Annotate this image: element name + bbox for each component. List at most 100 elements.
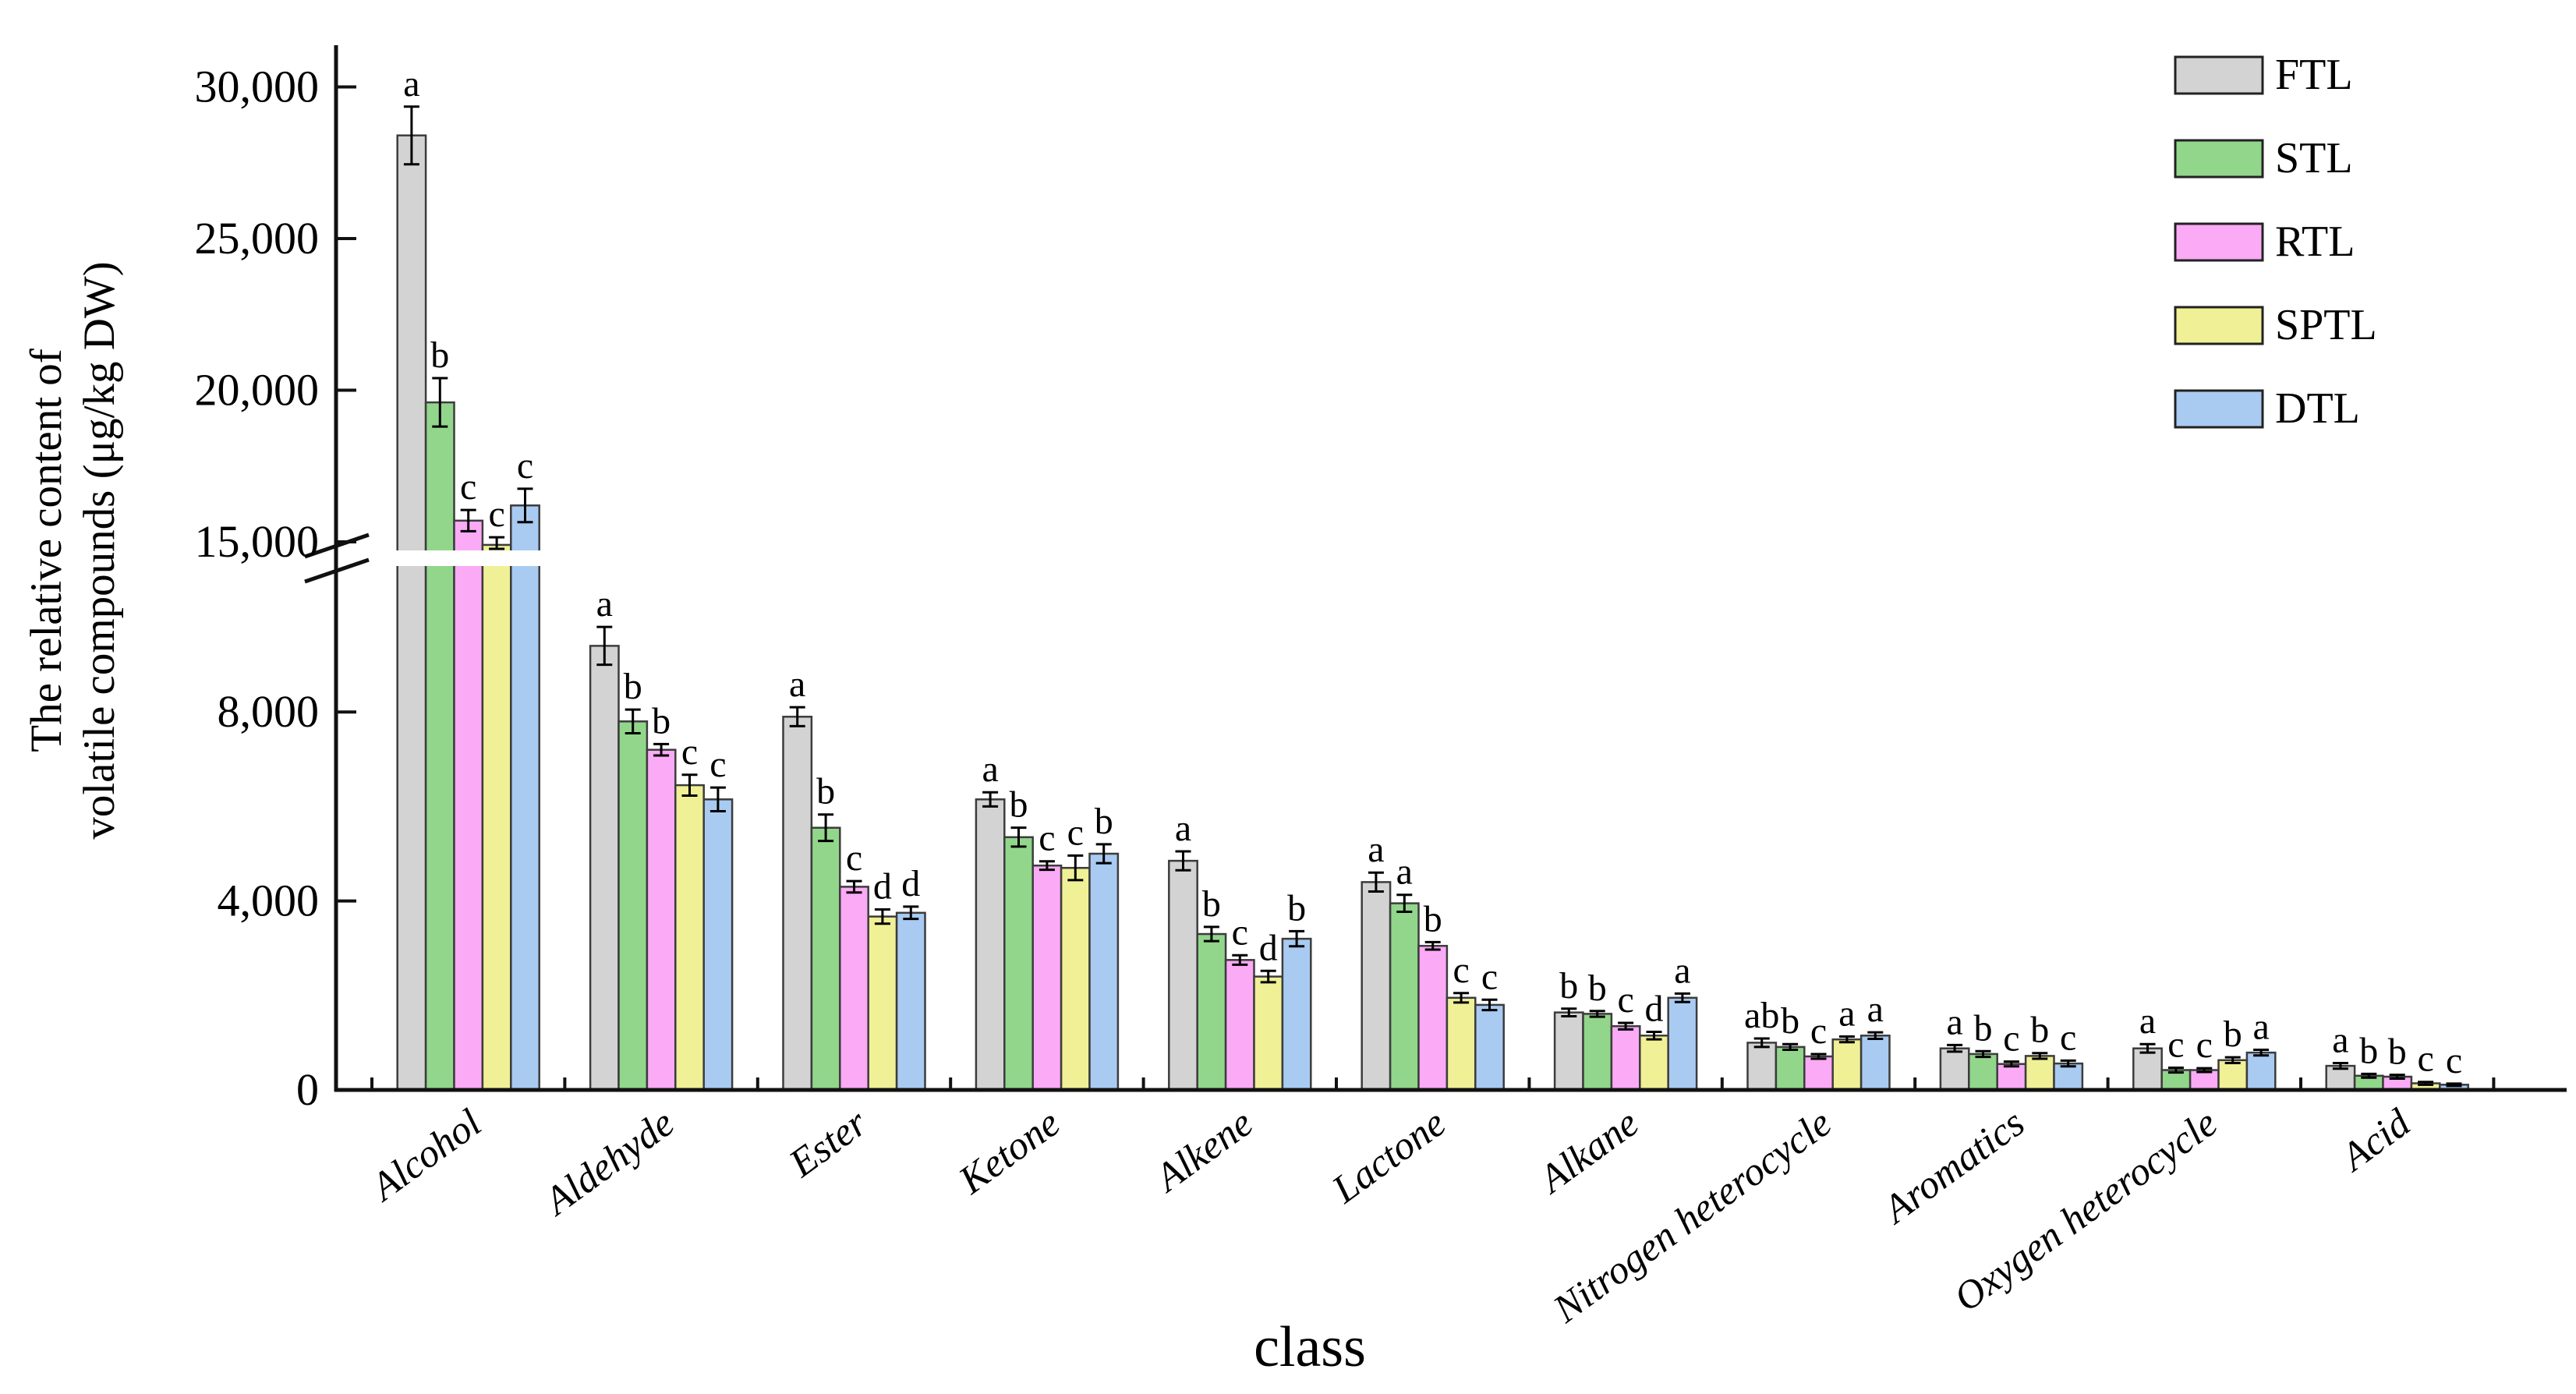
- sig-letter-DTL-ester: d: [901, 863, 920, 904]
- error-bar-RTL-acid: [2389, 1074, 2405, 1080]
- sig-letter-FTL-aromatics: a: [1946, 1001, 1962, 1042]
- bar-STL-ester: [810, 826, 841, 1091]
- bar-FTL-aromatics: [1939, 1047, 1970, 1091]
- bar-SPTL-oxygen-heterocycle: [2217, 1059, 2249, 1091]
- error-bar-SPTL-aromatics: [2032, 1052, 2048, 1060]
- sig-letter-DTL-lactone: c: [1481, 956, 1498, 997]
- bar-SPTL-aldehyde: [674, 784, 705, 1091]
- bar-DTL-alkane: [1667, 996, 1698, 1091]
- x-category-label-lactone: Lactone: [1324, 1101, 1454, 1212]
- bar-SPTL-nitrogen-heterocycle: [1831, 1038, 1863, 1091]
- bar-SPTL-ketone: [1060, 866, 1091, 1091]
- x-category-label-alkane: Alkane: [1530, 1101, 1647, 1202]
- error-bar-DTL-alkane: [1674, 992, 1690, 1003]
- bar-SPTL-alcohol: [481, 543, 512, 1091]
- bar-SPTL-alkene: [1253, 975, 1284, 1091]
- error-bar-DTL-alcohol: [517, 487, 533, 524]
- error-bar-SPTL-aldehyde: [681, 773, 698, 797]
- error-bar-RTL-aldehyde: [653, 742, 670, 757]
- error-bar-DTL-alkene: [1289, 929, 1305, 948]
- error-bar-SPTL-acid: [2418, 1081, 2434, 1086]
- bar-FTL-nitrogen-heterocycle: [1746, 1042, 1778, 1091]
- error-bar-RTL-oxygen-heterocycle: [2196, 1067, 2213, 1074]
- sig-letter-SPTL-oxygen-heterocycle: b: [2224, 1014, 2242, 1055]
- error-bar-STL-oxygen-heterocycle: [2167, 1067, 2184, 1074]
- sig-letter-STL-alkene: b: [1202, 883, 1221, 925]
- sig-letter-FTL-nitrogen-heterocycle: ab: [1744, 995, 1779, 1036]
- sig-letter-STL-aromatics: b: [1974, 1007, 1993, 1049]
- bar-STL-lactone: [1389, 902, 1420, 1091]
- sig-letter-STL-lactone: a: [1396, 851, 1413, 893]
- error-bar-SPTL-nitrogen-heterocycle: [1838, 1035, 1855, 1044]
- bar-SPTL-aromatics: [2024, 1055, 2055, 1091]
- sig-letter-SPTL-lactone: c: [1453, 950, 1469, 991]
- sig-letter-RTL-oxygen-heterocycle: c: [2196, 1024, 2213, 1066]
- sig-letter-DTL-nitrogen-heterocycle: a: [1867, 989, 1884, 1030]
- bar-SPTL-ester: [867, 915, 898, 1091]
- sig-letter-SPTL-aldehyde: c: [681, 731, 698, 773]
- sig-letter-DTL-ketone: b: [1095, 801, 1113, 842]
- legend-label-STL: STL: [2275, 134, 2353, 182]
- sig-letter-FTL-oxygen-heterocycle: a: [2139, 1000, 2156, 1042]
- bar-STL-alcohol: [424, 401, 455, 1091]
- y-tick-label-25000: 25,000: [195, 213, 320, 264]
- y-axis-title-line1: The relative content of: [22, 348, 71, 752]
- y-tick-label-4000: 4,000: [218, 876, 320, 926]
- y-axis-title-line2: volatile compounds (μg/kg DW): [75, 261, 124, 839]
- error-bar-STL-lactone: [1396, 893, 1413, 914]
- sig-letter-RTL-lactone: b: [1424, 898, 1442, 939]
- bar-STL-alkane: [1582, 1013, 1613, 1091]
- error-bar-FTL-alkane: [1561, 1007, 1577, 1017]
- legend-swatch-RTL: [2174, 222, 2264, 262]
- bar-FTL-lactone: [1361, 881, 1392, 1091]
- bar-DTL-aldehyde: [702, 798, 734, 1091]
- bar-DTL-nitrogen-heterocycle: [1859, 1035, 1891, 1091]
- error-bar-RTL-alkane: [1618, 1021, 1634, 1031]
- sig-letter-DTL-alkene: b: [1287, 887, 1306, 929]
- bar-FTL-oxygen-heterocycle: [2132, 1047, 2163, 1091]
- error-bar-STL-alkene: [1203, 925, 1219, 943]
- error-bar-FTL-oxygen-heterocycle: [2139, 1042, 2156, 1054]
- sig-letter-DTL-aldehyde: c: [709, 744, 726, 785]
- legend-label-SPTL: SPTL: [2275, 301, 2377, 349]
- error-bar-DTL-aldehyde: [709, 786, 726, 812]
- error-bar-SPTL-alcohol: [489, 536, 505, 550]
- sig-letter-STL-oxygen-heterocycle: c: [2167, 1024, 2184, 1066]
- sig-letter-STL-alkane: b: [1588, 968, 1607, 1009]
- bar-FTL-aldehyde: [589, 645, 620, 1091]
- error-bar-DTL-ester: [903, 905, 919, 921]
- sig-letter-STL-aldehyde: b: [624, 666, 642, 707]
- legend: FTL STL RTL SPTL DTL: [2174, 51, 2377, 433]
- error-bar-FTL-lactone: [1368, 871, 1384, 893]
- error-bar-FTL-ester: [789, 706, 805, 727]
- error-bar-FTL-aromatics: [1947, 1043, 1963, 1053]
- x-category-label-aromatics: Aromatics: [1874, 1101, 2033, 1233]
- x-category-label-acid: Acid: [2332, 1101, 2419, 1180]
- sig-letter-SPTL-alkene: d: [1259, 927, 1278, 968]
- error-bar-STL-ester: [818, 813, 834, 843]
- bar-FTL-alcohol: [396, 134, 427, 1091]
- bar-DTL-lactone: [1474, 1003, 1505, 1091]
- bar-FTL-alkane: [1553, 1011, 1584, 1091]
- bars-layer: [396, 105, 2469, 1091]
- bar-DTL-aromatics: [2053, 1062, 2084, 1091]
- legend-swatch-DTL: [2174, 389, 2264, 429]
- error-bar-STL-aromatics: [1975, 1049, 1991, 1059]
- error-bar-DTL-oxygen-heterocycle: [2253, 1048, 2270, 1057]
- sig-letter-DTL-aromatics: c: [2060, 1017, 2076, 1058]
- sig-letter-SPTL-aromatics: b: [2030, 1010, 2049, 1051]
- sig-letter-FTL-alkene: a: [1175, 808, 1191, 849]
- sig-letter-STL-alcohol: b: [430, 334, 449, 376]
- error-bar-FTL-ketone: [982, 791, 999, 808]
- error-bar-SPTL-ketone: [1067, 854, 1084, 882]
- legend-swatch-STL: [2174, 139, 2264, 179]
- sig-letter-SPTL-nitrogen-heterocycle: a: [1838, 993, 1855, 1035]
- sig-letter-SPTL-alkane: d: [1645, 989, 1664, 1030]
- sig-letter-DTL-oxygen-heterocycle: a: [2252, 1007, 2269, 1048]
- y-tick-label-8000: 8,000: [218, 686, 320, 737]
- sig-letter-DTL-alkane: a: [1674, 950, 1690, 991]
- bar-STL-ketone: [1003, 836, 1034, 1091]
- error-bar-FTL-aldehyde: [596, 625, 613, 667]
- sig-letter-RTL-alkane: c: [1617, 979, 1633, 1021]
